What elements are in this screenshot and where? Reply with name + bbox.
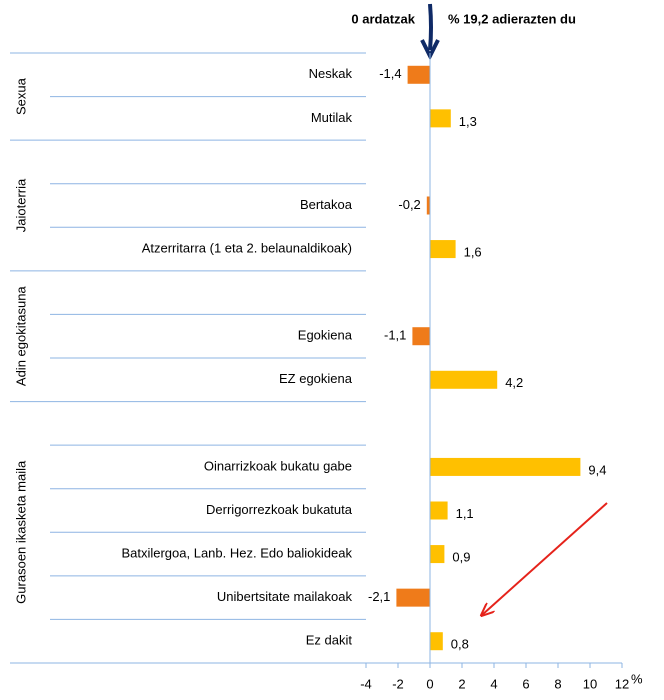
category-label: Unibertsitate mailakoak (217, 589, 353, 604)
bar (412, 327, 430, 346)
category-label: Egokiena (298, 328, 353, 343)
value-label: -1,4 (379, 66, 401, 81)
value-label: 9,4 (588, 462, 606, 477)
bar (430, 240, 456, 259)
category-label: Mutilak (311, 110, 353, 125)
group-label: Gurasoen ikasketa maila (13, 460, 28, 604)
bar (407, 65, 430, 84)
bar (430, 632, 443, 651)
bar (430, 109, 451, 128)
value-label: -1,1 (384, 328, 406, 343)
value-label: 1,3 (459, 114, 477, 129)
x-tick-label: 12 (615, 676, 629, 691)
category-label: EZ egokiena (279, 371, 353, 386)
value-label: 0,8 (451, 637, 469, 652)
annotation: % 19,2 adierazten du (448, 11, 576, 26)
x-tick-label: 10 (583, 676, 597, 691)
red-arrow (482, 502, 608, 615)
annotation: 0 ardatzak (351, 11, 415, 26)
value-label: 0,9 (452, 550, 470, 565)
bar (430, 457, 581, 476)
value-label: 1,1 (456, 506, 474, 521)
value-label: -2,1 (368, 589, 390, 604)
category-label: Derrigorrezkoak bukatuta (206, 502, 353, 517)
bar (430, 545, 445, 564)
x-tick-label: 2 (458, 676, 465, 691)
axis-arrow (428, 3, 433, 51)
value-label: 1,6 (464, 245, 482, 260)
x-tick-label: 0 (426, 676, 433, 691)
bar (426, 196, 430, 215)
bar (396, 588, 430, 607)
value-label: -0,2 (398, 197, 420, 212)
bar (430, 501, 448, 520)
category-label: Bertakoa (300, 197, 353, 212)
bar (430, 370, 498, 389)
x-tick-label: -2 (392, 676, 404, 691)
category-label: Batxilergoa, Lanb. Hez. Edo baliokideak (121, 546, 352, 561)
x-tick-label: -4 (360, 676, 372, 691)
x-tick-label: 6 (522, 676, 529, 691)
category-label: Neskak (309, 66, 353, 81)
category-label: Atzerritarra (1 eta 2. belaunaldikoak) (142, 241, 352, 256)
category-label: Ez dakit (306, 633, 353, 648)
group-label: Sexua (13, 77, 28, 115)
value-label: 4,2 (505, 375, 523, 390)
x-tick-label: 4 (490, 676, 497, 691)
group-label: Jaioterria (13, 178, 28, 232)
x-axis-label: % (631, 671, 643, 686)
category-label: Oinarrizkoak bukatu gabe (204, 458, 352, 473)
group-label: Adin egokitasuna (13, 286, 28, 387)
x-tick-label: 8 (554, 676, 561, 691)
